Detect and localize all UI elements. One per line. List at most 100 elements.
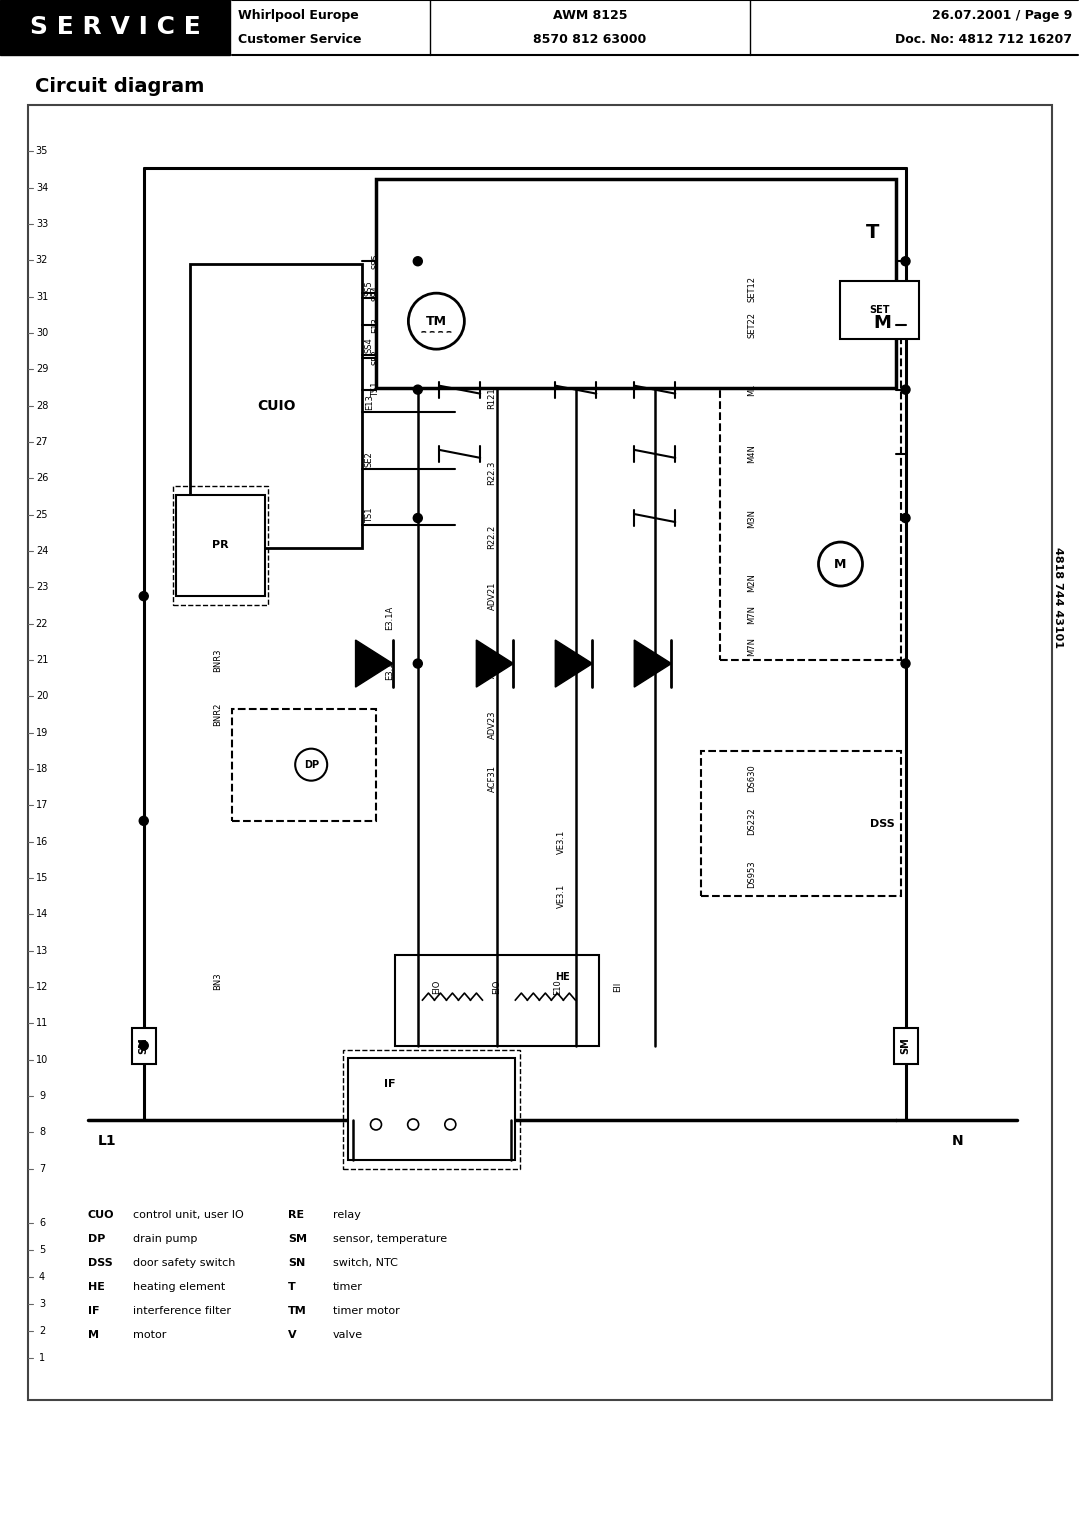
Text: 15: 15	[36, 872, 49, 883]
Text: L1: L1	[97, 1134, 116, 1149]
Text: control unit, user IO: control unit, user IO	[133, 1210, 244, 1219]
Text: M: M	[835, 558, 847, 570]
Text: SS5: SS5	[372, 254, 380, 269]
Text: R121: R121	[487, 388, 497, 410]
Text: TM: TM	[288, 1306, 307, 1316]
Circle shape	[901, 513, 910, 523]
Text: TS1: TS1	[365, 507, 374, 523]
Polygon shape	[555, 640, 593, 688]
Bar	[0, 0, 230, 55]
Text: 11: 11	[36, 1018, 49, 1028]
Text: 12: 12	[36, 983, 49, 992]
Text: EIO: EIO	[432, 979, 441, 993]
Text: 4818 744 43101: 4818 744 43101	[1053, 547, 1063, 648]
Text: M7N: M7N	[747, 637, 757, 656]
Text: 35: 35	[36, 147, 49, 156]
Bar	[840, 281, 919, 339]
Bar	[348, 1059, 515, 1160]
Text: EII: EII	[613, 981, 622, 992]
Text: RE: RE	[288, 1210, 305, 1219]
Bar	[232, 709, 376, 821]
Text: 8570 812 63000: 8570 812 63000	[534, 34, 647, 46]
Text: Whirlpool Europe: Whirlpool Europe	[238, 9, 359, 21]
Text: 31: 31	[36, 292, 49, 301]
Text: 6: 6	[39, 1218, 45, 1229]
Text: TM: TM	[426, 315, 447, 327]
Text: sensor, temperature: sensor, temperature	[333, 1235, 447, 1244]
Text: 5: 5	[39, 1245, 45, 1254]
Text: E3.1A: E3.1A	[386, 605, 394, 630]
Text: 33: 33	[36, 219, 49, 229]
Circle shape	[650, 659, 659, 668]
Circle shape	[901, 385, 910, 394]
Text: AWM 8125: AWM 8125	[553, 9, 627, 21]
Text: 18: 18	[36, 764, 49, 775]
Bar	[394, 955, 599, 1045]
Text: ADV22: ADV22	[487, 649, 497, 678]
Text: VE3.1: VE3.1	[557, 883, 566, 908]
Text: SM: SM	[901, 1038, 910, 1054]
Text: 2: 2	[39, 1326, 45, 1335]
Text: SM: SM	[138, 1038, 149, 1054]
Text: 17: 17	[36, 801, 49, 810]
Text: Circuit diagram: Circuit diagram	[35, 78, 204, 96]
Bar	[28, 105, 1052, 1400]
Text: SS4: SS4	[372, 286, 380, 301]
Text: 3: 3	[39, 1299, 45, 1309]
Text: heating element: heating element	[133, 1282, 226, 1293]
Text: ACF31: ACF31	[487, 764, 497, 792]
Circle shape	[414, 513, 422, 523]
Text: timer: timer	[333, 1282, 363, 1293]
Text: HE: HE	[555, 972, 569, 983]
Text: 9: 9	[39, 1091, 45, 1102]
Text: M7N: M7N	[747, 605, 757, 623]
Circle shape	[139, 816, 148, 825]
Text: ADV23: ADV23	[487, 711, 497, 740]
Text: DSS: DSS	[869, 819, 894, 828]
Text: door safety switch: door safety switch	[133, 1258, 235, 1268]
Text: M2N: M2N	[747, 573, 757, 591]
Polygon shape	[634, 640, 672, 688]
Text: 34: 34	[36, 183, 49, 193]
Text: R22.3: R22.3	[487, 461, 497, 486]
Bar	[701, 752, 901, 895]
Text: DP: DP	[87, 1235, 106, 1244]
Text: Doc. No: 4812 712 16207: Doc. No: 4812 712 16207	[895, 34, 1072, 46]
Text: TS1: TS1	[372, 382, 380, 397]
Circle shape	[414, 659, 422, 668]
Text: 14: 14	[36, 909, 49, 920]
Text: E10: E10	[553, 979, 562, 995]
Text: 28: 28	[36, 400, 49, 411]
Text: DSS: DSS	[87, 1258, 112, 1268]
Text: SN: SN	[288, 1258, 306, 1268]
Text: DS953: DS953	[747, 860, 757, 888]
Text: M3N: M3N	[747, 509, 757, 527]
Text: E13: E13	[365, 394, 374, 410]
Text: valve: valve	[333, 1329, 363, 1340]
Text: interference filter: interference filter	[133, 1306, 231, 1316]
Text: 10: 10	[36, 1054, 49, 1065]
Text: SE2: SE2	[365, 451, 374, 466]
Circle shape	[414, 385, 422, 394]
Text: Customer Service: Customer Service	[238, 34, 362, 46]
Text: SET22: SET22	[747, 312, 757, 338]
Text: DS630: DS630	[747, 764, 757, 792]
Text: DS232: DS232	[747, 807, 757, 834]
Text: 30: 30	[36, 329, 49, 338]
Text: 25: 25	[36, 510, 49, 520]
Text: BNR2: BNR2	[214, 703, 222, 726]
Text: HE: HE	[87, 1282, 105, 1293]
Bar	[173, 486, 268, 605]
Polygon shape	[476, 640, 513, 688]
Text: 23: 23	[36, 582, 49, 593]
Text: 4: 4	[39, 1271, 45, 1282]
Text: PR: PR	[212, 541, 229, 550]
Text: E13: E13	[372, 318, 380, 333]
Circle shape	[139, 591, 148, 601]
Text: M: M	[87, 1329, 99, 1340]
Text: 16: 16	[36, 837, 49, 847]
Text: 22: 22	[36, 619, 49, 628]
Text: 20: 20	[36, 691, 49, 701]
Text: E3.1: E3.1	[386, 662, 394, 680]
Text: SET12: SET12	[747, 277, 757, 303]
